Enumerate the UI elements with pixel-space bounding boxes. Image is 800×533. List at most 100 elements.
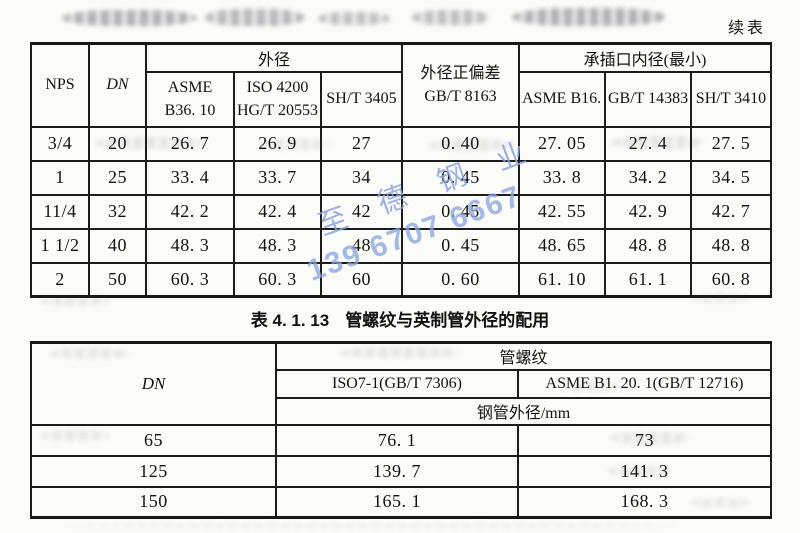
header-group-socket-bore: 承插口内径(最小) <box>518 42 772 73</box>
header-od-plus-tolerance-line1: 外径正偏差 <box>420 65 501 83</box>
bleedthrough-smudge <box>560 382 620 392</box>
header-iso4200-line2: HG/T 20553 <box>237 102 319 119</box>
cell-iso7-od: 165. 1 <box>275 485 519 519</box>
table-title-text: 管螺纹与英制管外径的配用 <box>345 311 550 330</box>
cell-iso7-od: 76. 1 <box>275 423 519 457</box>
cell-sht3405: 27 <box>320 125 403 162</box>
header-asme-b3610-line2: B36. 10 <box>164 102 216 119</box>
table-4-1-13-title: 表 4. 1. 13 管螺纹与英制管外径的配用 <box>0 306 800 331</box>
cell-asme-b3610: 60. 3 <box>145 261 235 298</box>
cell-asme-od: 168. 3 <box>516 485 773 519</box>
bleedthrough-smudge <box>62 10 197 26</box>
cell-nps: 3/4 <box>30 125 90 162</box>
cell-iso4200: 48. 3 <box>233 227 322 264</box>
bleedthrough-smudge <box>512 8 667 26</box>
cell-dn: 32 <box>88 193 147 230</box>
cell-dn: 150 <box>30 485 277 519</box>
table-row: 3/4 20 26. 7 26. 9 27 0. 40 27. 05 27. 4… <box>30 125 772 162</box>
bleedthrough-smudge <box>50 348 130 359</box>
cell-sht3405: 34 <box>320 159 403 196</box>
cell-iso4200: 33. 7 <box>233 159 322 196</box>
header-row-standards: ISO7-1(GB/T 7306) ASME B1. 20. 1(GB/T 12… <box>31 368 773 399</box>
cell-gbt14383: 27. 4 <box>604 125 692 162</box>
bleedthrough-smudge <box>412 10 490 25</box>
header-od-plus-tolerance: 外径正偏差 GB/T 8163 <box>401 42 520 128</box>
cell-iso7-od: 139. 7 <box>275 454 519 488</box>
cell-gbt14383: 61. 1 <box>604 261 692 298</box>
header-iso7-1: ISO7-1(GB/T 7306) <box>275 368 519 399</box>
pipe-outer-diameter-table: NPS DN 外径 外径正偏差 GB/T 8163 承插口内径(最小) ASME… <box>30 42 772 298</box>
cell-asme-b3610: 33. 4 <box>145 159 235 196</box>
header-gbt14383: GB/T 14383 <box>604 70 692 128</box>
cell-tolerance: 0. 45 <box>401 227 520 264</box>
cell-iso4200: 42. 4 <box>233 193 322 230</box>
cell-dn: 20 <box>88 125 147 162</box>
header-iso4200-line1: ISO 4200 <box>246 78 309 96</box>
cell-gbt14383: 42. 9 <box>604 193 692 230</box>
table-row: 125 139. 7 141. 3 <box>30 454 773 488</box>
cell-asme-b1611: 42. 55 <box>518 193 606 230</box>
header-nps: NPS <box>30 42 90 128</box>
cell-asme-b1611: 27. 05 <box>518 125 606 162</box>
cell-nps: 2 <box>30 261 90 298</box>
bleedthrough-smudge <box>40 430 110 441</box>
header-row-thread-group: DN 管螺纹 <box>30 341 773 426</box>
cell-dn: 125 <box>30 454 277 488</box>
header-group-pipe-thread: 管螺纹 <box>274 341 773 371</box>
bleedthrough-smudge <box>610 432 690 444</box>
header-sht3405: SH/T 3405 <box>320 70 403 128</box>
bleedthrough-smudge <box>340 347 460 358</box>
table-row: 150 165. 1 168. 3 <box>30 485 773 519</box>
cell-iso4200: 60. 3 <box>233 261 322 298</box>
cell-asme-b1611: 61. 10 <box>518 261 606 298</box>
cell-sht3405: 48 <box>320 227 403 264</box>
header-iso4200: ISO 4200 HG/T 20553 <box>233 70 322 128</box>
header-row-standards: ASME B36. 10 ISO 4200 HG/T 20553 SH/T 34… <box>31 70 772 128</box>
cell-tolerance: 0. 60 <box>401 261 520 298</box>
bleedthrough-smudge <box>690 498 750 508</box>
cell-dn: 25 <box>88 159 147 196</box>
header-group-outer-diameter: 外径 <box>145 42 403 73</box>
table-row: 1 1/2 40 48. 3 48. 3 48 0. 45 48. 65 48.… <box>30 227 772 264</box>
header-row-steel-pipe-od: 钢管外径/mm <box>31 396 773 426</box>
cell-gbt14383: 34. 2 <box>604 159 692 196</box>
header-asme-b3610: ASME B36. 10 <box>145 70 235 128</box>
bleedthrough-smudge <box>60 523 680 529</box>
bleedthrough-smudge <box>262 139 330 150</box>
table-number-label: 表 4. 1. 13 <box>250 311 330 330</box>
cell-asme-b3610: 26. 7 <box>145 125 235 162</box>
header-steel-pipe-od-mm: 钢管外径/mm <box>274 396 773 426</box>
cell-asme-b3610: 42. 2 <box>145 193 235 230</box>
cell-asme-b3610: 48. 3 <box>145 227 235 264</box>
cell-tolerance: 0. 40 <box>401 125 520 162</box>
header-od-plus-tolerance-line2: GB/T 8163 <box>424 88 497 106</box>
header-asme-b3610-line1: ASME <box>167 78 213 96</box>
cell-asme-od: 141. 3 <box>516 454 773 488</box>
header-dn: DN <box>30 341 277 426</box>
cell-asme-b1611: 33. 8 <box>518 159 606 196</box>
cell-sht3410: 42. 7 <box>690 193 772 230</box>
bleedthrough-smudge <box>612 136 704 149</box>
cell-asme-b1611: 48. 65 <box>518 227 606 264</box>
table-row: 1 25 33. 4 33. 7 34 0. 45 33. 8 34. 2 34… <box>30 159 772 196</box>
continuation-table-label: 续表 <box>727 20 766 37</box>
cell-nps: 11/4 <box>30 193 90 230</box>
bleedthrough-smudge <box>428 139 514 151</box>
table-row: 65 76. 1 73 <box>30 423 773 457</box>
cell-tolerance: 0. 45 <box>401 193 520 230</box>
cell-dn: 50 <box>88 261 147 298</box>
cell-sht3410: 27. 5 <box>690 125 772 162</box>
bleedthrough-smudge <box>205 9 305 26</box>
pipe-thread-od-table: DN 管螺纹 ISO7-1(GB/T 7306) ASME B1. 20. 1(… <box>30 341 773 519</box>
bleedthrough-smudge <box>690 293 750 303</box>
header-asme-b1201: ASME B1. 20. 1(GB/T 12716) <box>516 368 773 399</box>
cell-sht3405: 60 <box>320 261 403 298</box>
cell-dn: 65 <box>30 423 277 457</box>
cell-sht3405: 42 <box>320 193 403 230</box>
header-sht3410: SH/T 3410 <box>690 70 772 128</box>
cell-dn: 40 <box>88 227 147 264</box>
cell-gbt14383: 48. 8 <box>604 227 692 264</box>
bleedthrough-smudge <box>40 296 110 306</box>
cell-sht3410: 48. 8 <box>690 227 772 264</box>
